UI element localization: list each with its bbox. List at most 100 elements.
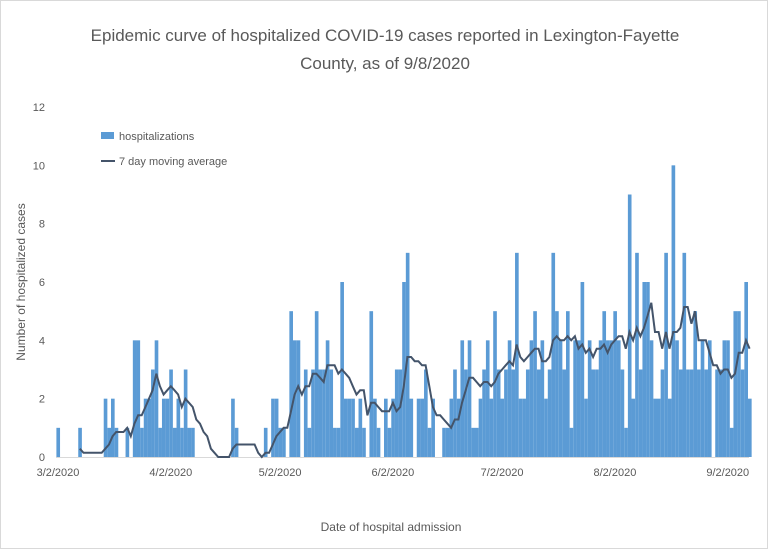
hospitalization-bar xyxy=(657,398,661,457)
hospitalization-bar xyxy=(496,369,501,457)
hospitalization-bar xyxy=(525,369,530,457)
hospitalization-bar xyxy=(187,427,192,457)
hospitalization-bar xyxy=(493,311,497,457)
hospitalization-bar xyxy=(234,427,239,457)
hospitalization-bar xyxy=(347,398,352,457)
hospitalization-bar xyxy=(420,398,425,457)
hospitalization-bar xyxy=(580,282,585,457)
hospitalization-bar xyxy=(464,369,468,457)
hospitalization-bar xyxy=(398,369,403,457)
hospitalization-bar xyxy=(536,369,541,457)
hospitalization-bar xyxy=(624,427,628,457)
hospitalization-bar xyxy=(278,427,283,457)
hospitalization-bar xyxy=(325,340,330,457)
hospitalization-bar xyxy=(274,398,279,457)
hospitalization-bar xyxy=(373,398,377,457)
hospitalization-bar xyxy=(351,398,355,457)
hospitalization-bar xyxy=(729,427,734,457)
x-tick-label: 4/2/2020 xyxy=(149,467,192,479)
hospitalization-bar xyxy=(748,398,752,457)
hospitalization-bar xyxy=(595,369,599,457)
x-axis-label: Date of hospital admission xyxy=(321,520,462,534)
hospitalization-bar xyxy=(307,427,312,457)
hospitalization-bar xyxy=(263,427,268,457)
hospitalization-bar xyxy=(391,398,395,457)
hospitalization-bar xyxy=(431,398,435,457)
x-tick-label: 5/2/2020 xyxy=(259,467,302,479)
hospitalization-bar xyxy=(576,340,581,457)
hospitalization-bar xyxy=(598,340,603,457)
hospitalization-bar xyxy=(169,369,173,457)
hospitalization-bar xyxy=(660,369,665,457)
hospitalization-bar xyxy=(172,427,177,457)
moving-average-line xyxy=(79,302,751,459)
hospitalization-bar xyxy=(165,398,170,457)
hospitalization-bar xyxy=(362,427,366,457)
hospitalization-bar xyxy=(609,340,614,457)
hospitalization-bar xyxy=(191,427,195,457)
hospitalization-bar xyxy=(511,369,516,457)
chart-title-line1: Epidemic curve of hospitalized COVID-19 … xyxy=(91,26,680,45)
hospitalization-bar xyxy=(573,340,577,457)
hospitalization-bar xyxy=(744,282,748,457)
hospitalization-bar xyxy=(445,427,450,457)
hospitalization-bar xyxy=(143,398,148,457)
hospitalization-bar xyxy=(329,369,334,457)
hospitalization-bar xyxy=(591,369,596,457)
hospitalization-bar xyxy=(151,369,155,457)
hospitalization-bar xyxy=(686,369,690,457)
hospitalization-bar xyxy=(726,340,730,457)
hospitalization-bar xyxy=(132,340,137,457)
hospitalization-bar xyxy=(620,369,625,457)
hospitalization-bar xyxy=(333,427,337,457)
hospitalization-bar xyxy=(456,398,461,457)
hospitalization-bar xyxy=(547,369,552,457)
hospitalization-bar xyxy=(453,369,457,457)
hospitalization-bar xyxy=(322,369,326,457)
x-tick-label: 3/2/2020 xyxy=(37,467,80,479)
hospitalization-bar xyxy=(718,369,723,457)
hospitalization-bar xyxy=(180,427,184,457)
hospitalization-bar xyxy=(289,311,293,457)
hospitalization-bar xyxy=(529,340,534,457)
hospitalization-bar xyxy=(697,369,701,457)
hospitalization-bar xyxy=(56,427,61,457)
hospitalization-bar xyxy=(715,369,719,457)
x-tick-label: 8/2/2020 xyxy=(594,467,637,479)
y-tick-label: 8 xyxy=(39,219,45,231)
hospitalization-bar xyxy=(369,311,374,457)
hospitalization-bar xyxy=(427,427,432,457)
hospitalization-bar xyxy=(282,427,286,457)
hospitalization-bar xyxy=(500,398,505,457)
hospitalization-bar xyxy=(471,427,475,457)
hospitalization-bar xyxy=(311,369,315,457)
hospitalization-bar xyxy=(314,311,319,457)
hospitalization-bar xyxy=(627,194,632,457)
legend-bar-label: hospitalizations xyxy=(119,131,195,143)
legend: hospitalizations 7 day moving average xyxy=(101,131,227,168)
hospitalization-bar xyxy=(515,252,519,457)
hospitalization-bar xyxy=(562,369,566,457)
hospitalization-bar xyxy=(551,252,556,457)
x-tick-label: 9/2/2020 xyxy=(706,467,749,479)
hospitalization-bar xyxy=(384,398,388,457)
hospitalization-bar xyxy=(584,398,588,457)
y-tick-label: 12 xyxy=(33,102,45,114)
hospitalization-bar xyxy=(737,311,741,457)
hospitalization-bar xyxy=(387,427,392,457)
hospitalization-bar xyxy=(405,252,410,457)
hospitalization-bar xyxy=(114,427,119,457)
hospitalization-bar xyxy=(478,398,483,457)
hospitalization-bar xyxy=(635,252,639,457)
hospitalization-bar xyxy=(336,427,341,457)
hospitalization-bar xyxy=(555,311,559,457)
hospitalization-bar xyxy=(394,369,399,457)
legend-bar-swatch xyxy=(101,132,114,139)
hospitalization-bar xyxy=(154,340,159,457)
hospitalization-bar xyxy=(642,282,647,457)
y-tick-label: 10 xyxy=(33,160,45,172)
hospitalization-bar xyxy=(558,340,563,457)
hospitalization-bar xyxy=(587,340,592,457)
hospitalization-bar xyxy=(318,369,323,457)
hospitalization-bar xyxy=(544,398,548,457)
